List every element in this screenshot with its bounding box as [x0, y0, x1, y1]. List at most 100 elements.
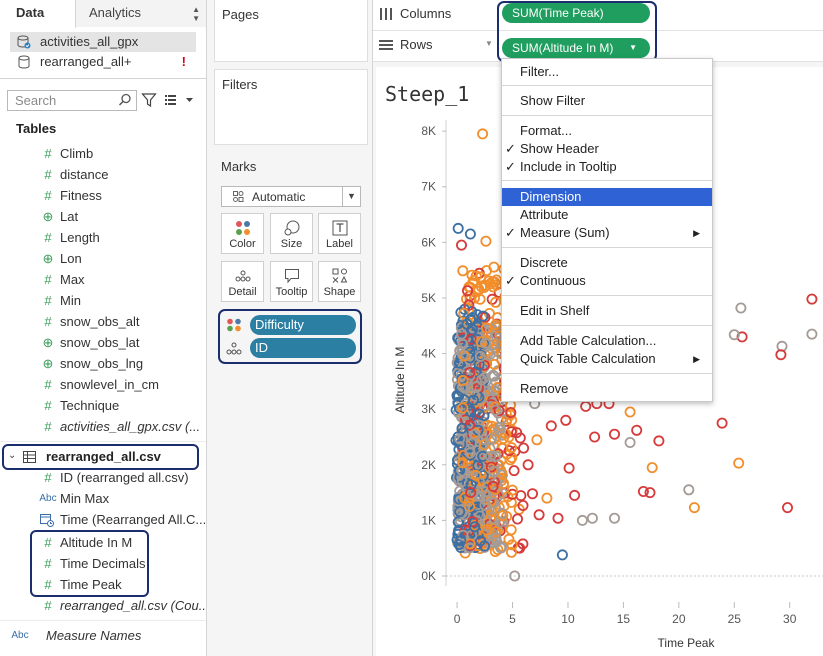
tables-heading: Tables	[16, 121, 57, 136]
menu-item-show-filter[interactable]: Show Filter	[520, 93, 586, 108]
scatter-point	[608, 428, 620, 440]
menu-item-measure[interactable]: ✓ Measure (Sum) ▶	[505, 225, 700, 240]
scatter-point	[490, 296, 502, 308]
table-icon	[23, 451, 36, 463]
columns-label: Columns	[400, 6, 452, 21]
menu-item-quick-table-calc[interactable]: Quick Table Calculation ▶	[520, 351, 700, 366]
scatter-point	[563, 462, 575, 474]
cards-pane: Pages Filters Marks Automatic ▼ Color Si…	[207, 0, 373, 656]
pane-tabs: Data Analytics ▲ ▼	[0, 0, 206, 28]
scatter-point	[509, 570, 521, 582]
tab-data[interactable]: Data	[0, 0, 76, 28]
scatter-point	[479, 337, 491, 349]
scatter-point	[454, 506, 466, 518]
filters-card[interactable]: Filters	[214, 69, 368, 145]
data-source-activities[interactable]: activities_all_gpx	[10, 32, 196, 52]
search-input[interactable]: Search	[7, 90, 137, 111]
y-tick-label: 3K	[421, 402, 436, 416]
scatter-point	[474, 350, 486, 362]
y-tick-label: 7K	[421, 180, 436, 194]
table-rearranged-header[interactable]: ⌄ rearranged_all.csv	[2, 444, 199, 470]
columns-icon	[380, 8, 392, 20]
scatter-point	[494, 421, 506, 433]
columns-shelf[interactable]: Columns	[373, 0, 823, 31]
filter-icon[interactable]	[141, 92, 157, 108]
scatter-point	[481, 322, 493, 334]
checkmark-icon: ✓	[505, 225, 516, 240]
chevron-down-icon: ▼	[485, 39, 493, 48]
menu-item-format[interactable]: Format...	[520, 123, 573, 138]
scatter-point	[452, 222, 464, 234]
scatter-point	[608, 512, 620, 524]
label-label: Label	[326, 238, 353, 250]
chevron-down-icon: ▼	[342, 187, 360, 206]
scatter-point	[545, 420, 557, 432]
mark-pill-difficulty[interactable]: Difficulty	[250, 315, 356, 335]
pages-card[interactable]: Pages	[214, 0, 368, 62]
scatter-point	[486, 293, 498, 305]
menu-item-discrete[interactable]: Discrete	[520, 255, 568, 270]
menu-item-filter[interactable]: Filter...	[520, 64, 560, 79]
mark-pill-id[interactable]: ID	[250, 338, 356, 358]
field-label: Time (Rearranged All.C...	[60, 512, 207, 527]
view-options-icon[interactable]	[164, 92, 194, 108]
menu-item-show-header[interactable]: ✓ Show Header	[505, 141, 599, 156]
scatter-point	[508, 465, 520, 477]
scatter-point	[478, 359, 490, 371]
menu-separator	[502, 115, 712, 116]
scatter-point	[457, 374, 469, 386]
scatter-point	[490, 532, 502, 544]
menu-item-edit-shelf[interactable]: Edit in Shelf	[520, 303, 590, 318]
field-label: Lon	[60, 251, 82, 266]
scatter-point	[485, 450, 497, 462]
x-tick-label: 5	[509, 612, 516, 626]
sheet-title: Steep_1	[385, 82, 470, 106]
scatter-point	[531, 434, 543, 446]
warning-icon: !	[181, 54, 186, 69]
updown-arrows-icon: ▲ ▼	[192, 5, 200, 23]
scatter-point	[464, 538, 476, 550]
mark-type-dropdown[interactable]: Automatic ▼	[221, 186, 361, 207]
tooltip-button[interactable]: Tooltip	[270, 261, 313, 302]
scatter-point	[586, 512, 598, 524]
detail-button[interactable]: Detail	[221, 261, 264, 302]
menu-item-include-tooltip[interactable]: ✓ Include in Tooltip	[505, 159, 617, 174]
scatter-point	[488, 370, 500, 382]
scatter-point	[477, 450, 489, 462]
scatter-point	[456, 465, 468, 477]
measure-icon: #	[44, 377, 52, 392]
scatter-point	[735, 302, 747, 314]
measure-icon: #	[44, 230, 52, 245]
columns-pill-time-peak[interactable]: SUM(Time Peak)	[502, 3, 650, 23]
scatter-point	[464, 366, 476, 378]
y-tick-label: 4K	[421, 347, 436, 361]
color-button[interactable]: Color	[221, 213, 264, 254]
y-tick-label: 5K	[421, 291, 436, 305]
data-source-rearranged[interactable]: rearranged_all+ !	[10, 52, 196, 72]
menu-item-attribute[interactable]: Attribute	[520, 207, 569, 222]
menu-item-dimension[interactable]: Dimension	[502, 188, 712, 206]
scatter-point	[644, 487, 656, 499]
menu-item-remove[interactable]: Remove	[520, 381, 569, 396]
mark-type-label: Automatic	[252, 190, 306, 204]
scatter-point	[469, 292, 481, 304]
highlight-box-mark-pills: Difficulty ID	[218, 309, 362, 364]
scatter-point	[468, 394, 480, 406]
rows-pill-altitude[interactable]: SUM(Altitude In M) ▼	[502, 38, 650, 58]
scatter-point	[456, 422, 468, 434]
scatter-chart[interactable]: 0K 1K 2K 3K 4K 5K 6K 7K 8K 0 5 10 15 20 25 30 Altitude…	[376, 120, 823, 656]
shape-button[interactable]: Shape	[318, 261, 361, 302]
scatter-point	[490, 450, 502, 462]
x-axis-label: Time Peak	[658, 636, 716, 650]
field-label: Measure Names	[46, 628, 142, 643]
scatter-point	[455, 535, 467, 547]
menu-item-add-table-calc[interactable]: Add Table Calculation...	[520, 333, 657, 348]
size-button[interactable]: Size	[270, 213, 313, 254]
scatter-point	[533, 509, 545, 521]
menu-item-continuous[interactable]: ✓ Continuous	[505, 273, 586, 288]
scatter-point	[469, 521, 481, 533]
tab-analytics[interactable]: Analytics ▲ ▼	[76, 0, 206, 27]
submenu-arrow-icon: ▶	[693, 228, 700, 238]
scatter-point	[457, 381, 469, 393]
label-button[interactable]: Label	[318, 213, 361, 254]
